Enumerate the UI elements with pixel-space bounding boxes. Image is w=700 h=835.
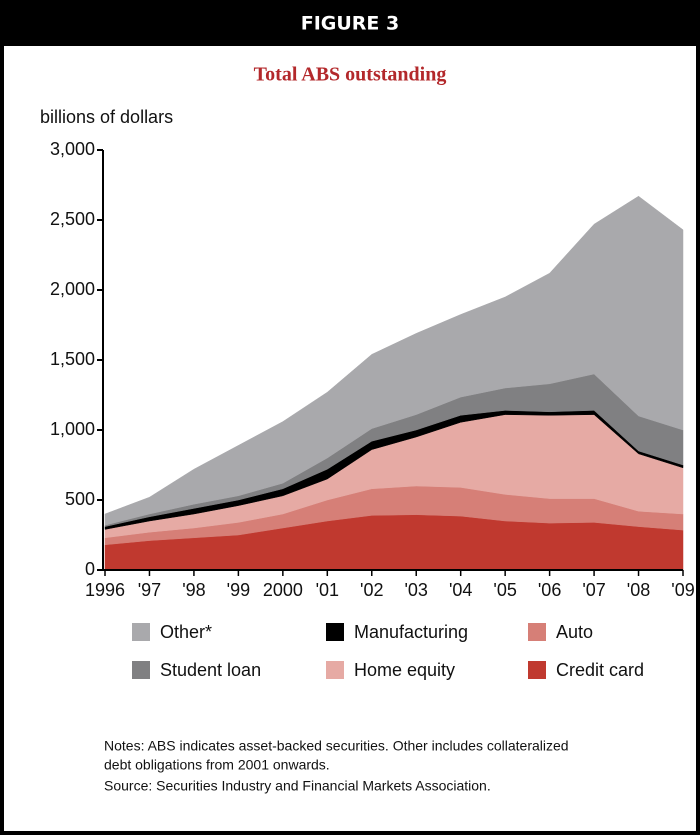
plot: 0 500 1,000 1,500 2,000 2,500 3,000 1996 '97 '98 '…: [50, 139, 695, 680]
x-tick-label: '03: [404, 580, 427, 600]
y-tick-label: 500: [65, 489, 95, 509]
x-tick-label: '06: [538, 580, 561, 600]
x-tick-label: '05: [493, 580, 516, 600]
y-tick-label: 1,000: [50, 419, 95, 439]
x-tick-label: '09: [671, 580, 694, 600]
legend-swatch: [528, 623, 546, 641]
y-tick-label: 1,500: [50, 349, 95, 369]
header: FIGURE 3: [301, 13, 400, 35]
legend-swatch: [528, 661, 546, 679]
x-tick-label: '07: [582, 580, 605, 600]
legend-label: Student loan: [160, 660, 261, 680]
y-tick-label: 3,000: [50, 139, 95, 159]
legend-swatch: [132, 661, 150, 679]
legend-label: Credit card: [556, 660, 644, 680]
source: Source: Securities Industry and Financia…: [104, 778, 491, 794]
x-tick-label: 2000: [263, 580, 303, 600]
y-tick-label: 2,500: [50, 209, 95, 229]
x-tick-label: '98: [182, 580, 205, 600]
legend-label: Other*: [160, 622, 212, 642]
x-tick-label: '02: [360, 580, 383, 600]
chart-title: Total ABS outstanding: [254, 64, 447, 86]
area: [104, 195, 684, 526]
legend-swatch: [326, 623, 344, 641]
x-tick-label: '08: [627, 580, 650, 600]
legend-swatch: [326, 661, 344, 679]
legend-label: Home equity: [354, 660, 455, 680]
y-axis-label: billions of dollars: [40, 107, 173, 127]
note: debt obligations from 2001 onwards.: [104, 757, 330, 773]
header-bar: [0, 0, 700, 46]
y-tick-label: 2,000: [50, 279, 95, 299]
x-tick-label: '97: [138, 580, 161, 600]
legend-swatch: [132, 623, 150, 641]
legend-label: Auto: [556, 622, 593, 642]
x-tick-label: '01: [316, 580, 339, 600]
legend-label: Manufacturing: [354, 622, 468, 642]
x-tick-label: '04: [449, 580, 472, 600]
note: Notes: ABS indicates asset-backed securi…: [104, 738, 569, 754]
x-tick-label: 1996: [85, 580, 125, 600]
y-tick-label: 0: [85, 559, 95, 579]
x-tick-label: '99: [227, 580, 250, 600]
